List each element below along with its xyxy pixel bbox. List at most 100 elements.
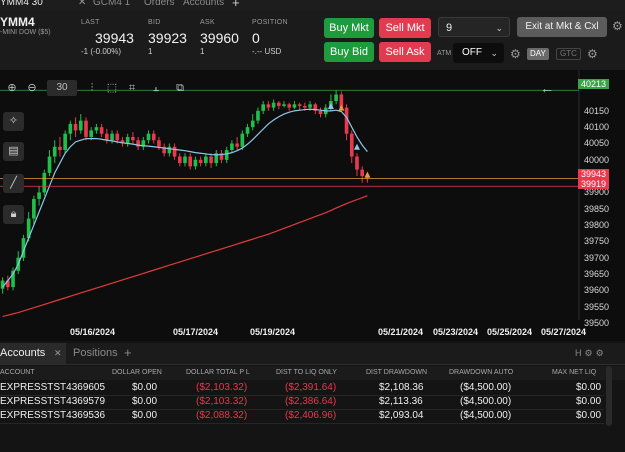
buy-bid-button[interactable]: Buy Bid [324, 42, 374, 62]
trade-marker [364, 171, 371, 178]
column-header-total-pl[interactable]: DOLLAR TOTAL P L [186, 369, 250, 376]
zoom-out-icon[interactable]: ⊖ [27, 82, 37, 94]
price-tick: 40100 [583, 122, 609, 133]
chevron-down-icon: ⌄ [495, 23, 503, 33]
templates-icon[interactable]: ⧉ [176, 82, 184, 94]
column-header-dollar-open[interactable]: DOLLAR OPEN [112, 369, 162, 376]
drawdown-auto: ($4,500.00) [460, 410, 512, 421]
dist-drawdown: $2,108.36 [379, 382, 424, 393]
notes-tool-icon[interactable]: ▤ [3, 142, 24, 161]
max-net-liq: $0.00 [576, 382, 602, 393]
tif-gtc-toggle[interactable]: GTC [556, 48, 581, 60]
column-header-dist-drawdown[interactable]: DIST DRAWDOWN [366, 369, 428, 376]
add-panel-tab-icon[interactable]: + [124, 345, 132, 360]
bid-label: BID [148, 19, 161, 26]
dollar-total-pl: ($2,088.32) [196, 410, 248, 421]
price-tick: 39850 [583, 203, 609, 214]
sell-ask-button[interactable]: Sell Ask [379, 42, 431, 62]
candle-body [297, 104, 302, 106]
tab-chart-ymm4[interactable]: YMM4 30 [0, 0, 43, 8]
tab-positions[interactable]: Positions [73, 347, 118, 359]
quantity-select[interactable]: 9 ⌄ [438, 17, 510, 37]
candle-body [177, 156, 182, 164]
panel-controls-icon[interactable]: H⚙⚙ [575, 348, 607, 358]
tab-orders[interactable]: Orders [144, 0, 175, 8]
ask-price: 39960 [200, 30, 239, 46]
dollar-total-pl: ($2,103.32) [196, 396, 248, 407]
table-row[interactable]: EXPRESSTST4369579 $0.00 ($2,103.32) ($2,… [0, 395, 604, 410]
trade-marker [338, 104, 345, 111]
pointer-tool-icon[interactable]: ✧ [3, 112, 24, 131]
candle-body [256, 110, 260, 121]
column-header-account[interactable]: ACCOUNT [0, 369, 35, 376]
candle-body [214, 153, 219, 164]
accounts-panel-tabs: Accounts ✕ Positions + H⚙⚙ [0, 343, 625, 365]
candle-body [266, 104, 271, 108]
max-net-liq: $0.00 [576, 396, 602, 407]
scroll-to-latest-icon[interactable]: ← [540, 80, 554, 96]
instrument-symbol[interactable]: YMM4 [0, 15, 35, 29]
tab-accounts[interactable]: Accounts [183, 0, 225, 8]
date-tick: 05/25/2024 [487, 327, 533, 337]
candle-body [99, 127, 104, 134]
buy-market-button[interactable]: Buy Mkt [324, 18, 374, 38]
sell-market-button[interactable]: Sell Mkt [379, 18, 431, 38]
date-tick: 05/16/2024 [70, 327, 116, 337]
candlestick-icon[interactable]: ⫶ [90, 82, 94, 94]
instrument-description: -MINI DOW ($5) [0, 29, 51, 36]
candle-body [37, 192, 41, 199]
table-row[interactable]: EXPRESSTST4369605 $0.00 ($2,103.32) ($2,… [0, 381, 604, 396]
dollar-total-pl: ($2,103.32) [196, 382, 248, 393]
account-id: EXPRESSTST4369536 [0, 410, 106, 421]
atm-strategy-select[interactable]: OFF ⌄ [453, 43, 504, 63]
tab-accounts[interactable]: Accounts [0, 347, 46, 359]
zoom-in-icon[interactable]: ⊕ [7, 82, 17, 94]
column-header-drawdown-auto[interactable]: DRAWDOWN AUTO [449, 369, 514, 376]
candle-body [73, 123, 78, 131]
candle-body [349, 133, 354, 157]
interval-select[interactable]: 30 [47, 80, 77, 96]
exit-at-market-cancel-button[interactable]: Exit at Mkt & Cxl [517, 17, 607, 37]
quote-header: YMM4 -MINI DOW ($5) LAST 39943 -1 (-0.00… [0, 9, 625, 71]
candle-body [21, 238, 26, 258]
table-scrollbar[interactable] [606, 366, 612, 426]
chart-canvas[interactable] [0, 70, 625, 341]
lock-icon[interactable]: 🔒︎ [3, 205, 24, 224]
price-tick: 40050 [583, 138, 609, 149]
tab-close-icon[interactable]: ✕ [78, 0, 87, 8]
tif-gear-icon[interactable]: ⚙ [587, 47, 598, 61]
candle-body [193, 159, 198, 167]
price-tick: 40000 [583, 154, 609, 165]
price-tick: 39900 [583, 187, 609, 198]
column-header-max-net-liq[interactable]: MAX NET LIQ [552, 369, 597, 376]
candle-body [167, 146, 172, 154]
candle-body [58, 146, 62, 151]
candle-body [68, 123, 73, 134]
atm-gear-icon[interactable]: ⚙ [510, 47, 521, 61]
candle-body [188, 156, 193, 167]
tab-chart-gcm4[interactable]: GCM4 1 [93, 0, 131, 8]
drawdown-auto: ($4,500.00) [460, 396, 512, 407]
date-tick: 05/21/2024 [378, 327, 424, 337]
candle-body [204, 156, 208, 164]
select-region-icon[interactable]: ⬚ [106, 82, 118, 94]
candle-body [84, 120, 88, 137]
close-icon[interactable]: ✕ [54, 348, 62, 358]
candle-body [313, 104, 318, 111]
indicators-icon[interactable]: ⫠ [152, 82, 160, 94]
table-row[interactable]: EXPRESSTST4369536 $0.00 ($2,088.32) ($2,… [0, 409, 604, 424]
candle-body [110, 133, 114, 141]
draw-line-tool-icon[interactable]: ╱ [3, 174, 24, 193]
price-chart[interactable]: ⊕ ⊖ 30 ⫶ ⬚ ⌗ ⫠ ⧉ ← ✧ ▤ ╱ 🔒︎ 40150 40100 40… [0, 70, 625, 341]
crosshair-icon[interactable]: ⌗ [128, 82, 136, 94]
gear-icon[interactable]: ⚙ [612, 19, 623, 33]
bid-price-tag: 39919 [577, 179, 609, 189]
tif-day-toggle[interactable]: DAY [527, 48, 549, 60]
candle-body [276, 102, 281, 106]
column-header-dist-to-liq[interactable]: DIST TO LIQ ONLY [276, 369, 337, 376]
atm-value: OFF [462, 47, 482, 58]
dist-to-liq: ($2,386.64) [285, 396, 337, 407]
dist-drawdown: $2,093.04 [379, 410, 424, 421]
candle-body [261, 104, 265, 111]
add-tab-button[interactable]: + [232, 0, 240, 9]
